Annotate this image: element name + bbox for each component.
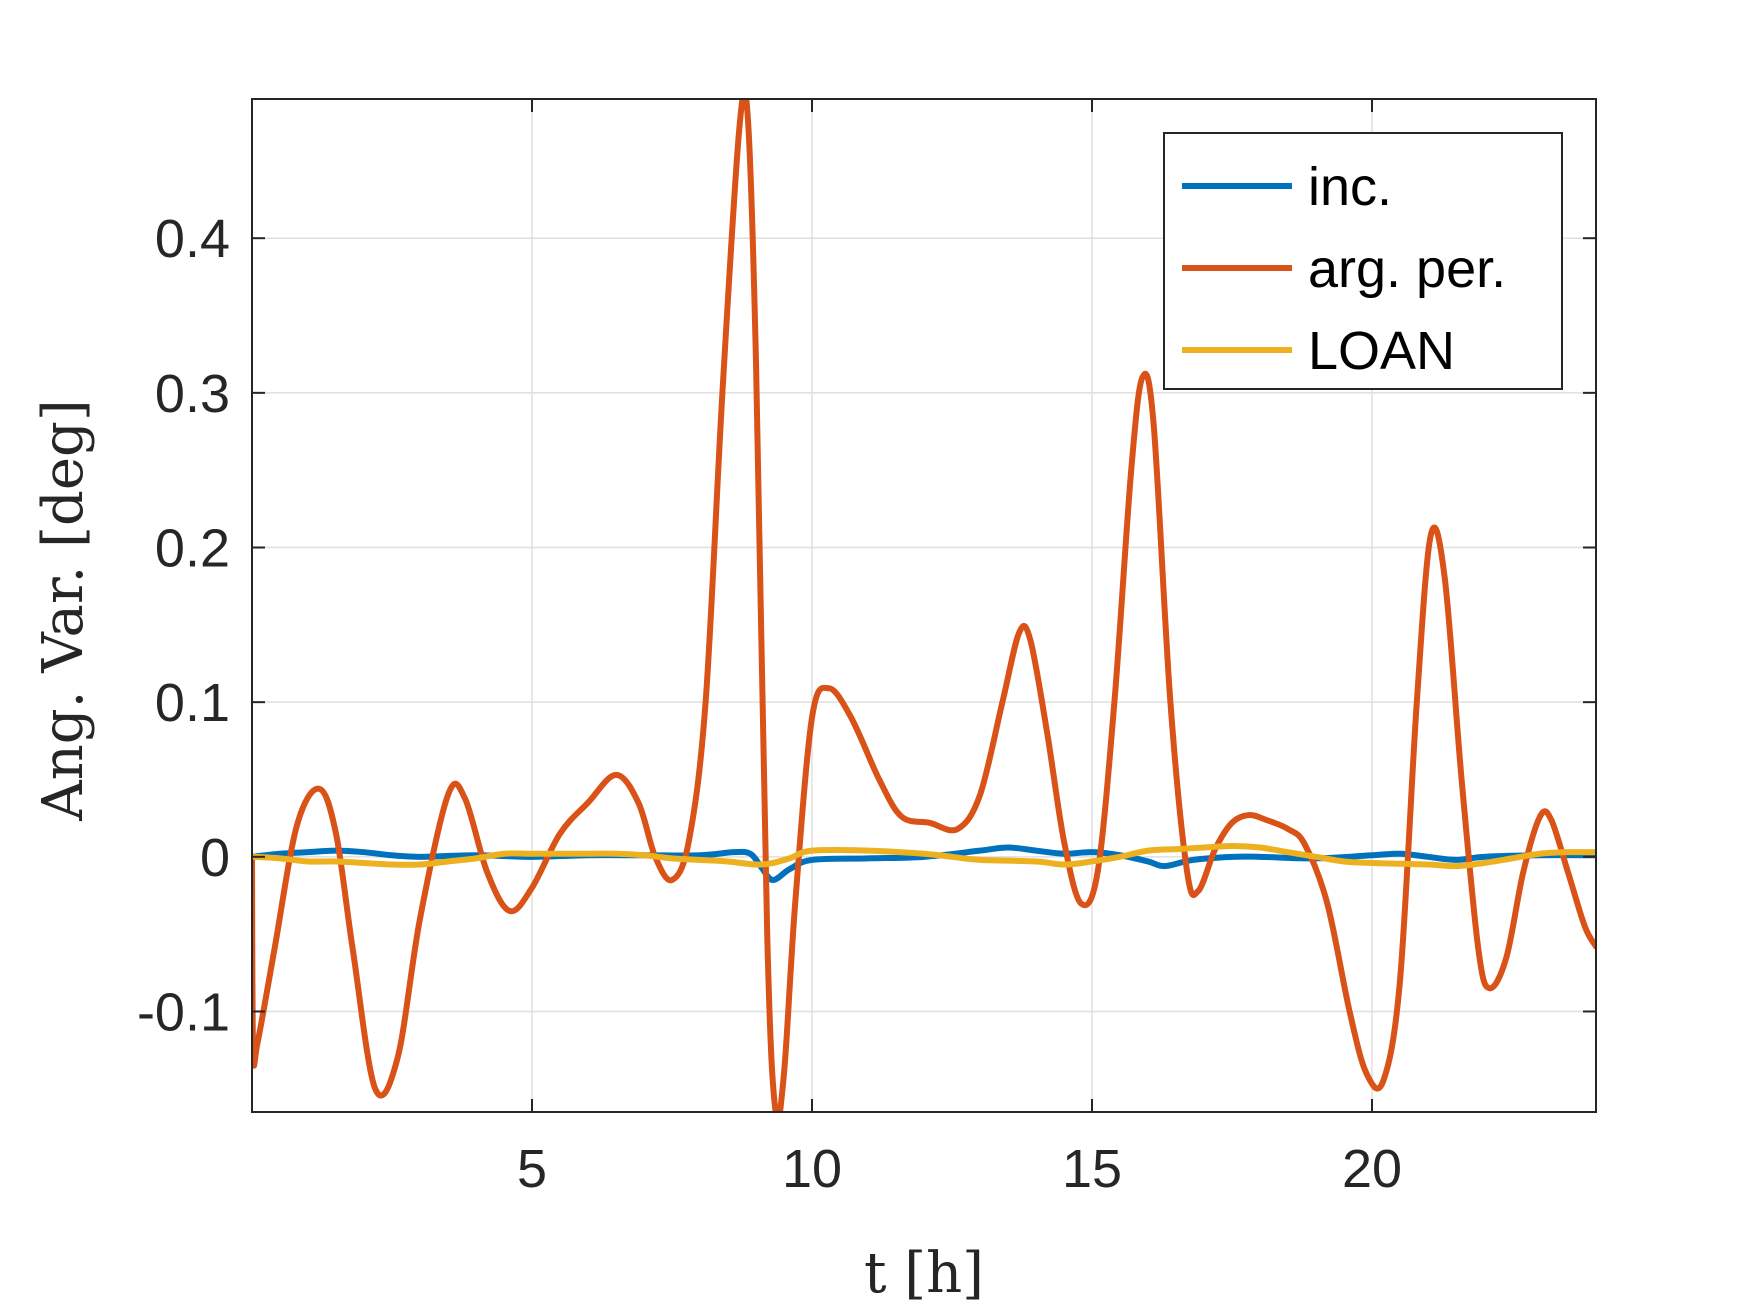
axis-ticks — [252, 99, 1596, 1112]
y-tick-label: 0 — [200, 828, 230, 888]
legend-label-arg-per: arg. per. — [1308, 239, 1506, 299]
x-tick-label: 15 — [1062, 1139, 1122, 1199]
x-tick-label: 5 — [517, 1139, 547, 1199]
x-axis-label: t [h] — [864, 1241, 984, 1306]
tick-labels: 5 10 15 20 -0.1 0 0.1 0.2 0.3 0.4 — [137, 209, 1402, 1199]
legend-label-inc: inc. — [1308, 157, 1392, 217]
legend-label-loan: LOAN — [1308, 321, 1455, 381]
series-line-loan — [252, 842, 1596, 870]
y-tick-label: 0.4 — [155, 209, 230, 269]
y-tick-label: 0.2 — [155, 519, 230, 579]
y-tick-label: 0.1 — [155, 673, 230, 733]
y-tick-label: 0.3 — [155, 364, 230, 424]
series-line-arg-per — [252, 99, 1596, 1112]
x-tick-label: 10 — [782, 1139, 842, 1199]
y-tick-label: -0.1 — [137, 982, 230, 1042]
plot-frame — [251, 98, 1597, 1113]
y-axis-label: Ang. Var. [deg] — [31, 399, 96, 821]
legend: inc. arg. per. LOAN — [1163, 132, 1563, 390]
x-tick-label: 20 — [1342, 1139, 1402, 1199]
series-layer — [252, 99, 1596, 1112]
legend-box — [1163, 132, 1563, 390]
